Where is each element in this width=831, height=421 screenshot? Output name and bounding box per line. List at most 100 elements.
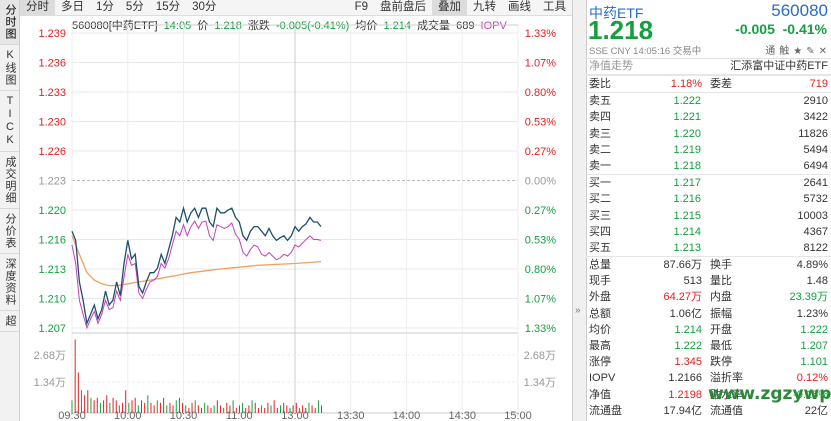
volume-tick-label: 2.68万 [34, 350, 66, 362]
tool-button-1[interactable]: 盘前盘后 [380, 1, 426, 13]
tool-button-5[interactable]: 工具 [543, 1, 566, 13]
period-tab-3[interactable]: 5分 [125, 1, 144, 13]
stat-label: 流通盘 [589, 404, 622, 417]
stats-row: 外盘 64.27万 内盘 23.39万 [586, 289, 831, 305]
tool-button-2[interactable]: 叠加 [432, 0, 467, 15]
asks-volume: 6494 [803, 159, 828, 172]
stats-row: 均价 1.214 开盘 1.222 [586, 322, 831, 338]
price-line [71, 205, 322, 326]
time-tick-label: 10:30 [170, 410, 198, 421]
quote-panel: 中药ETF 560080 1.218 -0.005 -0.41% SSE CNY… [586, 0, 831, 421]
edit-icon[interactable]: ✎ [806, 46, 815, 57]
avg-value: 1.214 [383, 20, 411, 32]
bids-row: 买一 1.217 2641 [586, 175, 831, 191]
stat-label: 流通值 [710, 404, 743, 417]
intraday-chart[interactable]: 1.239 1.33% 1.236 1.07% 1.233 0.80% 1.230 0.53%… [20, 15, 572, 421]
vtab-0[interactable]: 分时图 [0, 0, 19, 45]
weicha-label: 委差 [710, 78, 732, 90]
time-tick-label: 13:30 [337, 410, 365, 421]
asks-volume: 5494 [803, 143, 828, 156]
quote-actions: 通触 ★ ✎ ✕ [761, 42, 827, 57]
vertical-tab-strip: 分时图 K线图 TICK 成交明细 分价表 深度资料超 [0, 0, 20, 421]
vtab-5[interactable]: 深度资料 [0, 254, 19, 311]
period-tab-5[interactable]: 30分 [192, 1, 217, 13]
commission-row: 委比 1.18% 委差 719 [586, 75, 831, 92]
star-icon[interactable]: ★ [793, 46, 803, 57]
stat-label: 外盘 [589, 291, 611, 304]
vtab-6[interactable]: 超 [0, 311, 19, 332]
fund-full-name: 汇添富中证中药ETF [730, 60, 828, 72]
double-chevron-right-icon[interactable]: » [575, 305, 581, 316]
stat-label: 量比 [710, 275, 732, 288]
avg-price-line [71, 235, 322, 287]
stat-label: 涨停 [589, 356, 611, 369]
period-tab-4[interactable]: 15分 [155, 1, 181, 13]
tool-button-0[interactable]: F9 [354, 1, 368, 13]
asks-price: 1.220 [673, 127, 701, 140]
change-label: 涨跌 [247, 20, 270, 32]
notify-icon[interactable]: 通 [765, 46, 776, 57]
net-trend-row[interactable]: 净值走势 汇添富中证中药ETF [586, 59, 831, 75]
alert-icon[interactable]: 触 [779, 46, 790, 57]
vtab-4[interactable]: 分价表 [0, 209, 19, 254]
percent-tick-label: 0.53% [525, 235, 556, 247]
stat-label: IOPV [589, 372, 616, 385]
stats-row: 现手 513 量比 1.48 [586, 273, 831, 289]
stat-label: 开盘 [710, 323, 732, 336]
asks-level: 卖二 [589, 143, 611, 156]
weibi-value: 1.18% [670, 78, 702, 90]
bids-row: 买四 1.214 4367 [586, 224, 831, 240]
vtab-3[interactable]: 成交明细 [0, 152, 19, 209]
stats-row: 流通盘 17.94亿 流通值 22亿 [586, 403, 831, 419]
security-code: 560080 [771, 1, 828, 20]
period-tab-1[interactable]: 多日 [61, 1, 84, 13]
close-icon[interactable]: ✕ [818, 46, 827, 57]
stats-row: 净值 1.2198 贴水率 -0.15% [586, 387, 831, 403]
stats-table: 总量 87.66万 换手 4.89% 现手 513 量比 1.48 外盘 64.27万 内盘 23.3… [586, 256, 831, 419]
tool-button-3[interactable]: 九转 [473, 1, 496, 13]
net-trend-label: 净值走势 [589, 60, 633, 72]
last-price: 1.218 [588, 15, 654, 45]
chart-toolbar: 分时 多日 1分 5分 15分 30分 F9 盘前盘后 叠加 九转 画线 工具 [20, 0, 572, 16]
stat-value: 1.06亿 [669, 307, 702, 320]
volume-tick-label-right: 2.68万 [524, 350, 556, 362]
bids-volume: 4367 [803, 225, 828, 238]
asks-level: 卖三 [589, 127, 611, 140]
period-tab-0[interactable]: 分时 [20, 0, 55, 15]
tool-button-4[interactable]: 画线 [508, 1, 531, 13]
time-tick-label: 15:00 [504, 410, 532, 421]
avg-label: 均价 [355, 20, 378, 32]
stat-value: 1.222 [674, 340, 702, 352]
change-amount: -0.005 [735, 21, 775, 37]
stat-label: 总额 [589, 307, 611, 320]
stat-label: 振幅 [710, 307, 732, 320]
vtab-2[interactable]: TICK [0, 91, 19, 152]
stat-value: 1.207 [800, 340, 828, 352]
stat-value: -0.15% [793, 388, 828, 401]
percent-tick-label: 0.27% [525, 205, 556, 217]
iopv-legend[interactable]: IOPV [480, 20, 507, 32]
price-tick-label: 1.216 [38, 235, 66, 247]
vtab-1[interactable]: K线图 [0, 45, 19, 91]
stat-value: 513 [683, 275, 702, 288]
stat-value: 1.345 [674, 356, 702, 369]
price-tick-label: 1.230 [38, 117, 66, 129]
price-tick-label: 1.210 [38, 294, 66, 306]
stat-label: 现手 [589, 275, 611, 288]
percent-tick-label: 0.27% [525, 146, 556, 158]
stat-label: 跌停 [710, 356, 732, 369]
bids-volume: 2641 [803, 177, 828, 190]
stat-value: 1.48 [806, 275, 828, 288]
period-tab-2[interactable]: 1分 [96, 1, 114, 13]
percent-tick-label: 0.53% [525, 117, 556, 129]
stats-row: 涨停 1.345 跌停 1.101 [586, 354, 831, 370]
percent-tick-label: 0.00% [525, 176, 556, 188]
volume-label: 成交量 [417, 20, 451, 32]
stat-label: 贴水率 [710, 388, 743, 401]
panel-collapse-handle[interactable]: » [572, 0, 587, 421]
stat-label: 最高 [589, 340, 611, 352]
bids-row: 买二 1.216 5732 [586, 191, 831, 207]
percent-tick-label: 1.33% [525, 323, 556, 335]
asks-row: 卖一 1.218 6494 [586, 158, 831, 174]
bid-book: 买一 1.217 2641 买二 1.216 5732 买三 1.215 10003 买四 1.21… [586, 174, 831, 256]
